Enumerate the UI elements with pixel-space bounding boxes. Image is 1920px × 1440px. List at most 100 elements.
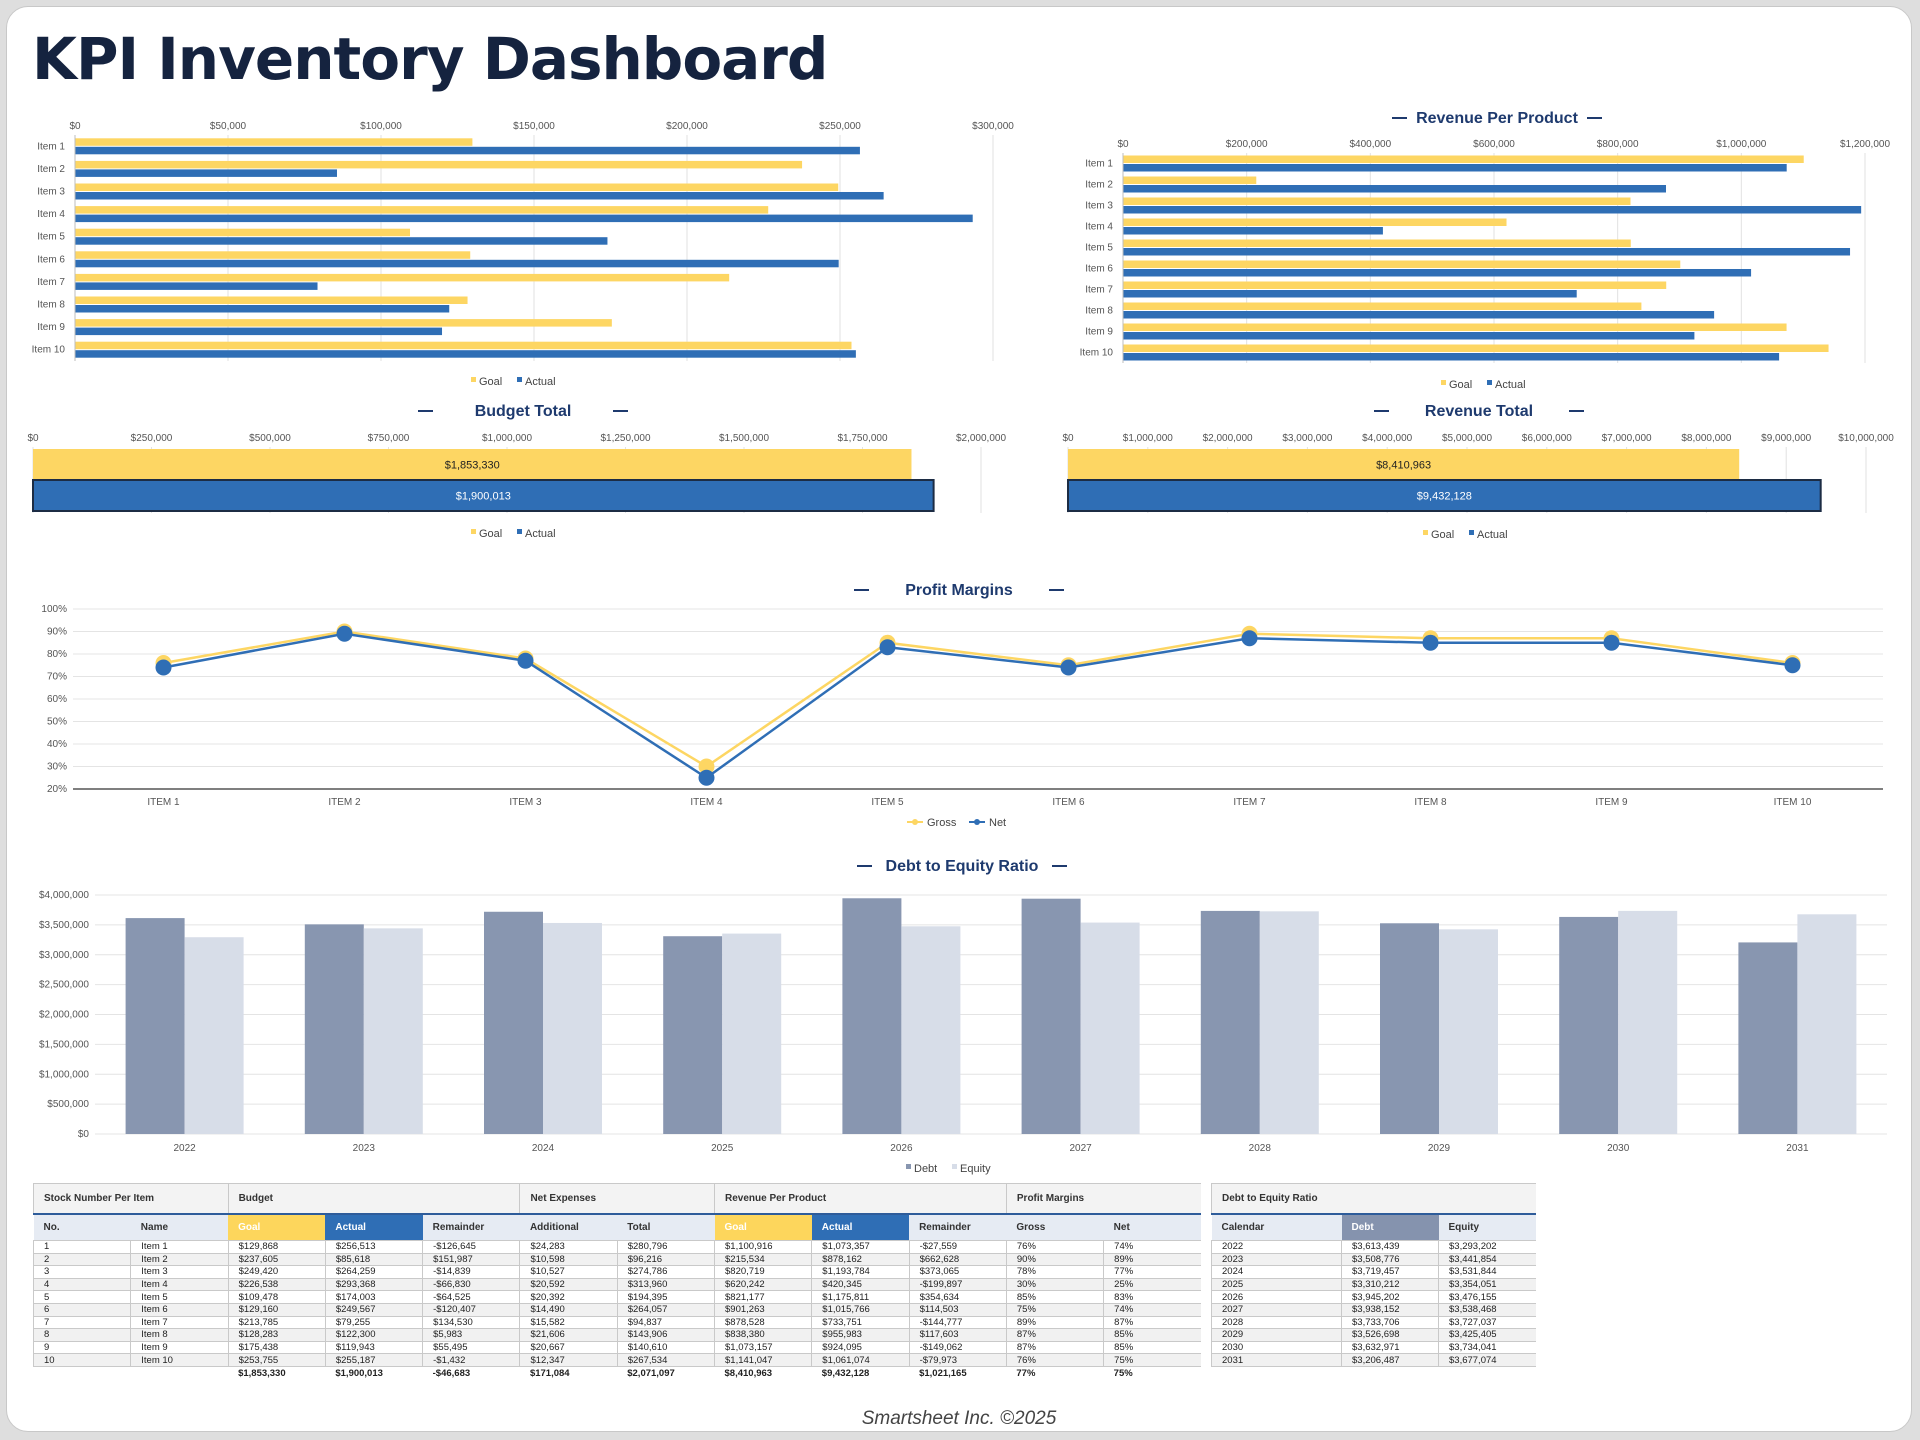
table-cell: 2028 [1211, 1316, 1342, 1330]
table-cell: $10,598 [519, 1253, 618, 1267]
table-cell: $264,259 [324, 1265, 423, 1279]
debt-bar [1559, 916, 1619, 1134]
debt-to-equity-x-tick: 2026 [890, 1143, 913, 1154]
table-cell: 87% [1005, 1341, 1104, 1355]
equity-bar [1439, 929, 1498, 1134]
budget-total-title: Budget Total [475, 403, 572, 420]
revenue-total-title: Revenue Total [1425, 403, 1533, 420]
budget-total-actual-value-label: $1,900,013 [456, 491, 511, 503]
table-cell: $955,983 [811, 1328, 910, 1342]
budget-per-product-actual-bar [75, 327, 443, 336]
table-cell: $267,534 [616, 1353, 715, 1367]
table-cell: -$1,432 [422, 1353, 520, 1367]
profit-margins-net-point [155, 659, 172, 676]
revenue-total-x-tick: $9,000,000 [1761, 433, 1811, 444]
table-cell: 4 [32, 1278, 131, 1292]
table-cell: 2026 [1211, 1290, 1342, 1304]
budget-per-product-category-label: Item 5 [37, 232, 65, 243]
revenue-per-product-actual-bar [1123, 290, 1577, 298]
table-row: 9 Item 9 $175,438 $119,943 $55,495 $20,667 $14… [32, 1341, 1201, 1355]
profit-margins-net-line [163, 632, 1793, 780]
debt-to-equity-x-tick: 2025 [711, 1143, 734, 1154]
table-cell: $14,490 [519, 1303, 618, 1317]
table-cell: 89% [1103, 1253, 1201, 1267]
revenue-total-actual-bar [1067, 479, 1822, 512]
table-cell: $3,945,202 [1341, 1290, 1439, 1304]
table-cell: $8,410,963 [714, 1366, 812, 1381]
table-cell: Item 8 [130, 1328, 229, 1342]
revenue-total-legend-actual-label: Actual [1477, 529, 1508, 541]
col-header-gross: Gross [1006, 1214, 1104, 1241]
budget-per-product-x-tick: $0 [69, 121, 81, 132]
revenue-per-product-category-label: Item 7 [1085, 285, 1113, 296]
profit-margins-x-tick: ITEM 7 [1233, 797, 1266, 808]
table-cell: $2,071,097 [617, 1366, 715, 1381]
revenue-per-product-goal-bar [1123, 176, 1257, 184]
table-cell: $264,057 [616, 1303, 715, 1317]
table-cell: -$149,062 [908, 1341, 1007, 1355]
col-header-revenue-remainder: Remainder [909, 1214, 1007, 1241]
table-cell: $1,141,047 [714, 1353, 812, 1367]
footer-copyright: Smartsheet Inc. ©2025 [861, 1408, 1057, 1429]
table-cell: $3,734,041 [1437, 1341, 1536, 1355]
table-cell: 2 [32, 1253, 131, 1267]
budget-total-legend-actual-label: Actual [525, 528, 556, 540]
profit-margins-gross-point [698, 758, 715, 775]
table-cell: $129,868 [227, 1240, 326, 1254]
debt-to-equity-legend-equity-swatch [952, 1164, 957, 1169]
col-header-total: Total [617, 1214, 715, 1241]
budget-per-product-category-label: Item 10 [32, 345, 66, 356]
table-cell: $128,283 [227, 1328, 326, 1342]
table-cell: $1,900,013 [325, 1366, 423, 1381]
revenue-per-product-goal-bar [1123, 239, 1631, 247]
profit-margins-legend-net-marker [974, 819, 980, 825]
budget-per-product-actual-bar [75, 282, 318, 290]
debt-bar [304, 924, 364, 1134]
table-cell: 85% [1005, 1290, 1104, 1304]
revenue-per-product-legend-goal-swatch [1441, 380, 1446, 385]
debt-to-equity-y-tick: $3,000,000 [39, 950, 89, 961]
table-cell: $3,719,457 [1341, 1265, 1439, 1279]
debt-to-equity-legend-equity-label: Equity [960, 1163, 991, 1175]
budget-per-product-x-tick: $200,000 [666, 121, 708, 132]
debt-to-equity-x-tick: 2024 [532, 1143, 555, 1154]
revenue-total-x-tick: $1,000,000 [1123, 433, 1173, 444]
group-header-profit: Profit Margins [1005, 1183, 1201, 1215]
table-cell: $175,438 [227, 1341, 326, 1355]
table-cell: $10,527 [519, 1265, 618, 1279]
budget-per-product-goal-bar [75, 273, 730, 282]
table-cell: 74% [1103, 1240, 1201, 1254]
budget-total-legend-actual-swatch [517, 529, 522, 534]
revenue-per-product-legend-actual-swatch [1487, 380, 1492, 385]
budget-per-product-category-label: Item 4 [37, 209, 65, 220]
revenue-per-product-goal-bar [1123, 281, 1667, 289]
table-cell: $114,503 [908, 1303, 1007, 1317]
table-cell: $3,526,698 [1341, 1328, 1439, 1342]
table-cell: $3,310,212 [1341, 1278, 1439, 1292]
table-cell: -$120,407 [422, 1303, 520, 1317]
budget-total-goal-value-label: $1,853,330 [445, 460, 500, 472]
table-cell: 76% [1005, 1353, 1104, 1367]
budget-per-product-actual-bar [75, 146, 860, 155]
table-cell: $215,534 [714, 1253, 812, 1267]
equity-bar [901, 926, 961, 1134]
budget-per-product-actual-bar [75, 259, 839, 268]
revenue-total-actual-value-label: $9,432,128 [1417, 491, 1472, 503]
group-header-stock: Stock Number Per Item [33, 1183, 229, 1215]
revenue-total-x-tick: $2,000,000 [1203, 433, 1253, 444]
revenue-total-x-tick: $6,000,000 [1522, 433, 1572, 444]
budget-per-product-legend-actual-label: Actual [525, 376, 556, 388]
equity-bar [1618, 910, 1678, 1134]
table-cell: $1,073,357 [811, 1240, 910, 1254]
table-cell: $1,073,157 [714, 1341, 812, 1355]
table-cell: -$66,830 [422, 1278, 520, 1292]
table-cell: $1,021,165 [909, 1366, 1007, 1381]
table-cell: $3,733,706 [1341, 1316, 1439, 1330]
budget-per-product-actual-bar [75, 350, 856, 358]
revenue-per-product-x-tick: $800,000 [1597, 139, 1639, 150]
table-row: 2026 $3,945,202 $3,476,155 [1211, 1290, 1536, 1304]
budget-per-product-actual-bar [75, 237, 608, 245]
equity-bar [184, 937, 244, 1134]
debt-to-equity-x-tick: 2028 [1249, 1143, 1272, 1154]
revenue-per-product-category-label: Item 9 [1085, 327, 1113, 338]
